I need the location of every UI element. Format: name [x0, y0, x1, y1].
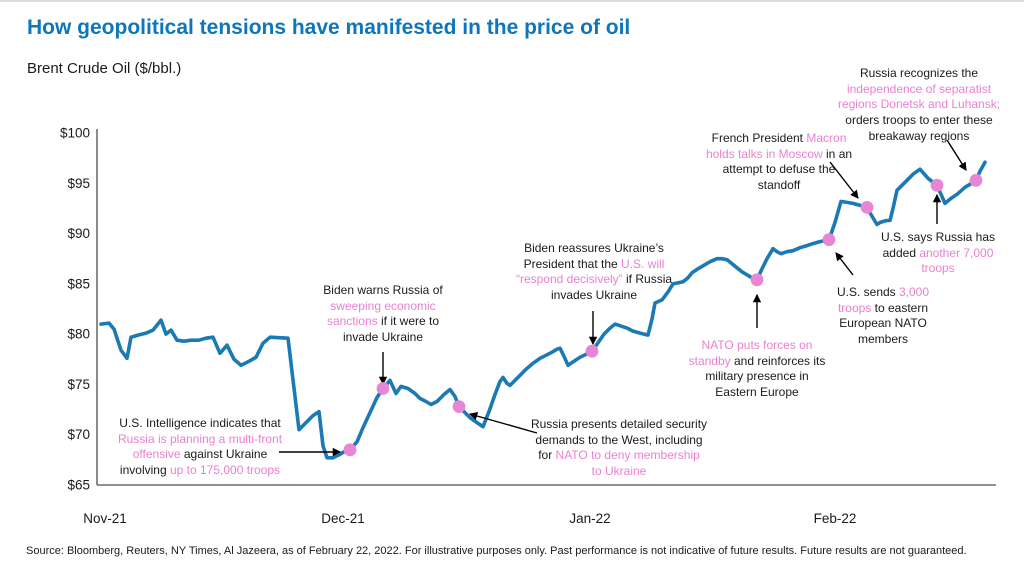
y-tick-label: $65 [67, 478, 90, 493]
event-marker-separatist [969, 173, 983, 187]
y-tick-label: $95 [67, 176, 90, 191]
x-tick-label: Jan-22 [569, 511, 610, 526]
price-line [99, 160, 987, 460]
event-marker-reassures [585, 344, 599, 358]
x-tick-label: Dec-21 [321, 511, 365, 526]
source-disclaimer: Source: Bloomberg, Reuters, NY Times, Al… [26, 545, 967, 557]
x-tick-label: Feb-22 [814, 511, 857, 526]
event-marker-intel [343, 443, 357, 457]
annotation-arrow-troops3000 [835, 252, 854, 276]
event-marker-nato [750, 273, 764, 287]
x-tick-label: Nov-21 [83, 511, 127, 526]
event-marker-troops7000 [930, 178, 944, 192]
annotation-arrow-demands [468, 411, 538, 434]
event-marker-macron [860, 201, 874, 214]
y-tick-label: $90 [67, 226, 90, 241]
y-tick-label: $100 [60, 126, 90, 141]
event-marker-sanctions [376, 382, 390, 395]
annotation-arrow-separatist [946, 139, 967, 171]
event-marker-troops3000 [822, 233, 836, 247]
y-tick-label: $80 [67, 327, 90, 342]
y-tick-label: $85 [67, 276, 90, 291]
y-tick-label: $70 [67, 427, 90, 442]
event-marker-demands [452, 400, 466, 413]
annotation-arrow-macron [829, 161, 859, 199]
chart-subtitle: Brent Crude Oil ($/bbl.) [27, 60, 182, 77]
y-tick-label: $75 [67, 377, 90, 392]
page-title: How geopolitical tensions have manifeste… [27, 16, 631, 39]
